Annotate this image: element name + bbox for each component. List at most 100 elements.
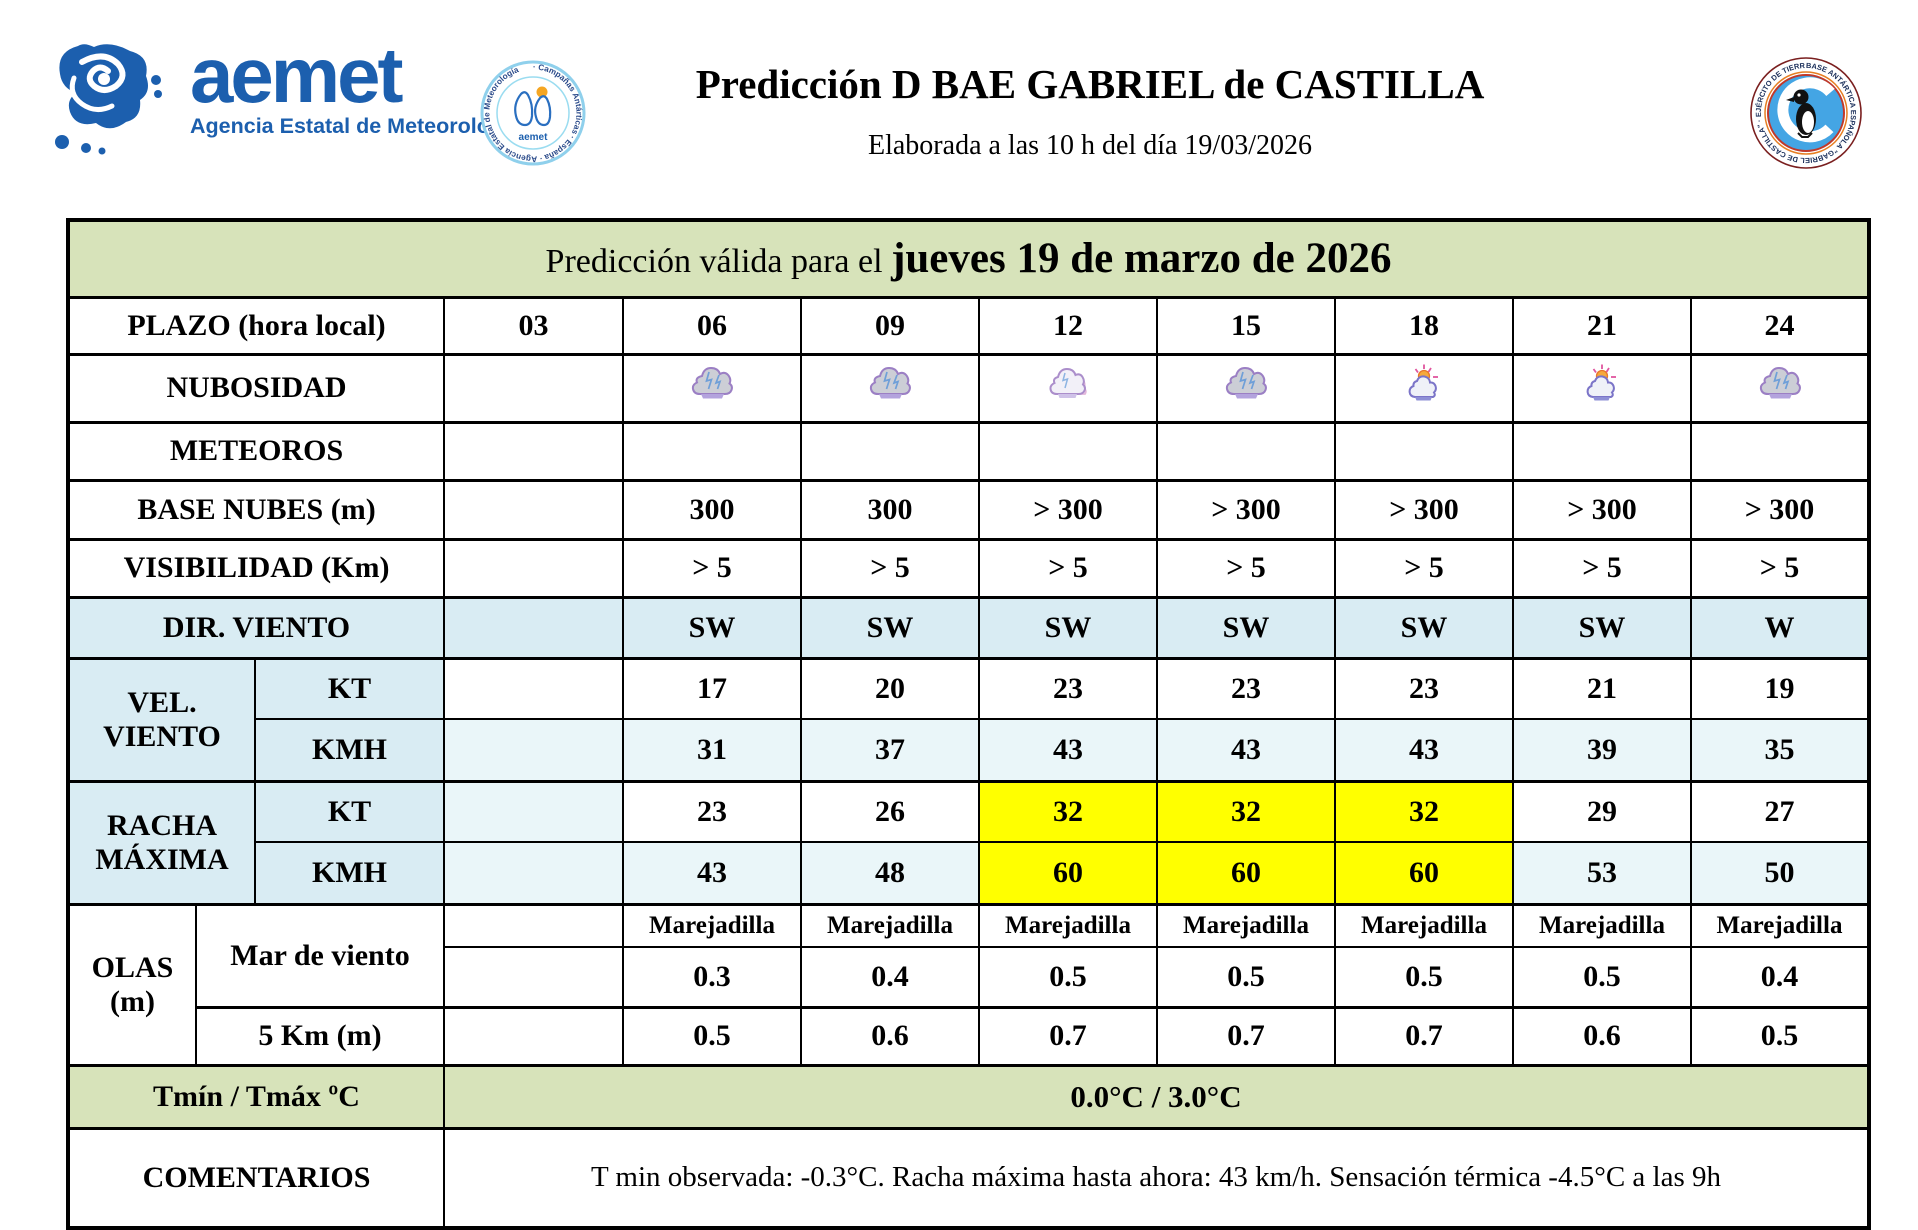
dir-viento-cell xyxy=(443,595,624,659)
racha-kmh-cell: 43 xyxy=(622,841,802,905)
swell-5km-cell xyxy=(443,1005,624,1066)
visibilidad-label: VISIBILIDAD (Km) xyxy=(67,537,445,598)
campaigns-center-text: aemet xyxy=(519,132,549,143)
valid-for-prefix: Predicción válida para el xyxy=(545,243,892,281)
wave-height-cell: 0.4 xyxy=(1690,946,1870,1008)
cinco-km-label: 5 Km (m) xyxy=(195,1005,445,1066)
meteoros-cell xyxy=(1156,420,1336,481)
racha-kt-cell-highlight: 32 xyxy=(1156,779,1336,843)
racha-kmh-cell-highlight: 60 xyxy=(1156,841,1336,905)
visibilidad-cell: > 5 xyxy=(1156,537,1336,598)
sun-cloud-icon xyxy=(1400,364,1448,404)
vel-kt-cell: 23 xyxy=(1156,656,1336,720)
racha-kt-cell: 26 xyxy=(800,779,980,843)
racha-kt-cell: 27 xyxy=(1690,779,1870,843)
cloudy-icon xyxy=(1222,365,1270,403)
vel-viento-label: VEL. VIENTO xyxy=(67,656,256,782)
aemet-wordmark: aemet xyxy=(190,31,403,119)
swell-5km-cell: 0.6 xyxy=(1512,1005,1692,1066)
base-nubes-cell: > 300 xyxy=(1690,478,1870,540)
swell-5km-cell: 0.5 xyxy=(1690,1005,1870,1066)
plazo-label: PLAZO (hora local) xyxy=(67,295,445,355)
hour-cell: 09 xyxy=(800,295,980,355)
forecast-table: Predicción válida para el jueves 19 de m… xyxy=(66,218,1871,1230)
vel-kmh-cell: 37 xyxy=(800,718,980,782)
base-nubes-cell: 300 xyxy=(800,478,980,540)
nubosidad-cell xyxy=(622,352,802,423)
olas-label: OLAS (m) xyxy=(67,902,197,1066)
dir-viento-cell: SW xyxy=(800,595,980,659)
racha-kt-cell xyxy=(443,779,624,843)
valid-for-banner: Predicción válida para el jueves 19 de m… xyxy=(67,218,1870,298)
swell-5km-cell: 0.7 xyxy=(1156,1005,1336,1066)
page-header: aemet Agencia Estatal de Meteorología · … xyxy=(0,0,1918,215)
mar-de-viento-label: Mar de viento xyxy=(195,902,445,1008)
dir-viento-cell: SW xyxy=(622,595,802,659)
racha-kmh-cell-highlight: 60 xyxy=(1334,841,1514,905)
aemet-logo: aemet Agencia Estatal de Meteorología xyxy=(52,31,521,156)
base-nubes-cell: > 300 xyxy=(978,478,1158,540)
nubosidad-cell xyxy=(800,352,980,423)
meteoros-cell xyxy=(978,420,1158,481)
dir-viento-cell: SW xyxy=(1334,595,1514,659)
base-nubes-cell: > 300 xyxy=(1156,478,1336,540)
racha-kmh-label: KMH xyxy=(254,841,445,905)
vel-kmh-cell: 35 xyxy=(1690,718,1870,782)
racha-kmh-cell-highlight: 60 xyxy=(978,841,1158,905)
issued-subtitle: Elaborada a las 10 h del día 19/03/2026 xyxy=(868,130,1312,161)
wave-height-cell xyxy=(443,946,624,1008)
racha-kt-cell-highlight: 32 xyxy=(1334,779,1514,843)
sun-cloud-icon xyxy=(1578,364,1626,404)
tmin-tmax-label: Tmín / Tmáx ºC xyxy=(67,1063,445,1129)
nubosidad-label: NUBOSIDAD xyxy=(67,352,445,423)
base-nubes-cell: > 300 xyxy=(1512,478,1692,540)
hour-cell: 03 xyxy=(443,295,624,355)
swell-5km-cell: 0.5 xyxy=(622,1005,802,1066)
vel-kmh-cell: 43 xyxy=(1156,718,1336,782)
swell-5km-cell: 0.6 xyxy=(800,1005,980,1066)
racha-kt-cell: 23 xyxy=(622,779,802,843)
antarctic-campaigns-badge: · Campañas Antárticas · España · Agencia… xyxy=(478,58,588,173)
visibilidad-cell: > 5 xyxy=(800,537,980,598)
nubosidad-cell xyxy=(1690,352,1870,423)
vel-kt-cell: 23 xyxy=(1334,656,1514,720)
visibilidad-cell: > 5 xyxy=(978,537,1158,598)
wave-height-cell: 0.3 xyxy=(622,946,802,1008)
vel-kt-cell: 17 xyxy=(622,656,802,720)
comentarios-text: T min observada: -0.3°C. Racha máxima ha… xyxy=(443,1126,1870,1229)
page-title: Predicción D BAE GABRIEL de CASTILLA xyxy=(695,61,1485,107)
hour-cell: 21 xyxy=(1512,295,1692,355)
sea-state-cell: Marejadilla xyxy=(1512,902,1692,948)
visibilidad-cell: > 5 xyxy=(1690,537,1870,598)
sea-state-cell: Marejadilla xyxy=(1334,902,1514,948)
base-nubes-cell xyxy=(443,478,624,540)
dir-viento-cell: SW xyxy=(978,595,1158,659)
vel-kt-cell: 20 xyxy=(800,656,980,720)
title-block: Predicción D BAE GABRIEL de CASTILLA Ela… xyxy=(560,60,1620,162)
hour-cell: 15 xyxy=(1156,295,1336,355)
tmin-tmax-value: 0.0°C / 3.0°C xyxy=(443,1063,1870,1129)
visibilidad-cell: > 5 xyxy=(1512,537,1692,598)
racha-kmh-cell xyxy=(443,841,624,905)
vel-kt-cell: 19 xyxy=(1690,656,1870,720)
racha-kt-cell: 29 xyxy=(1512,779,1692,843)
sea-state-cell: Marejadilla xyxy=(978,902,1158,948)
dir-viento-cell: SW xyxy=(1512,595,1692,659)
vel-kt-label: KT xyxy=(254,656,445,720)
vel-kt-cell: 21 xyxy=(1512,656,1692,720)
partly-cloudy-icon xyxy=(1044,365,1092,403)
racha-kmh-cell: 50 xyxy=(1690,841,1870,905)
aemet-map-swirl-icon xyxy=(55,44,162,155)
aemet-logo-text: aemet Agencia Estatal de Meteorología xyxy=(190,31,521,139)
aemet-tagline: Agencia Estatal de Meteorología xyxy=(190,114,521,139)
sea-state-cell: Marejadilla xyxy=(622,902,802,948)
wave-height-cell: 0.5 xyxy=(1334,946,1514,1008)
hour-cell: 06 xyxy=(622,295,802,355)
valid-for-date: jueves 19 de marzo de 2026 xyxy=(891,235,1392,283)
meteoros-cell xyxy=(622,420,802,481)
cloudy-icon xyxy=(866,365,914,403)
visibilidad-cell xyxy=(443,537,624,598)
nubosidad-cell xyxy=(978,352,1158,423)
racha-maxima-label: RACHA MÁXIMA xyxy=(67,779,256,905)
